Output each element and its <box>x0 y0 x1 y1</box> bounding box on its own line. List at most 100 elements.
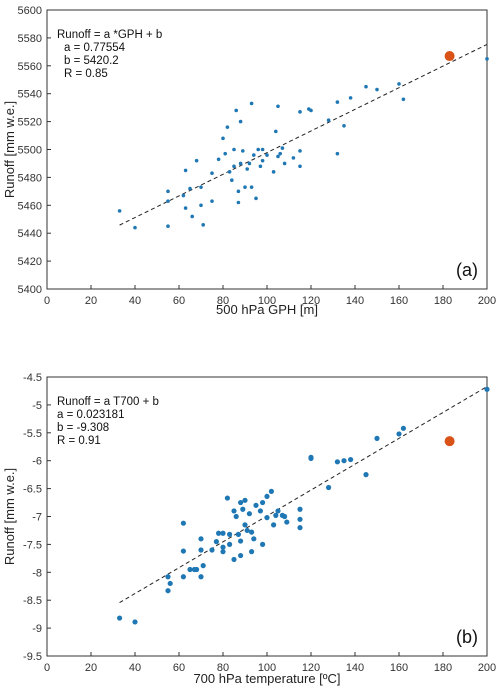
x-tick-label: 160 <box>390 662 408 674</box>
data-point <box>198 536 204 542</box>
data-point <box>165 588 171 594</box>
data-point <box>220 549 226 555</box>
data-point <box>180 520 186 526</box>
x-tick-label: 60 <box>173 295 185 307</box>
data-point <box>282 161 287 166</box>
y-tick-label: -7.5 <box>23 539 42 551</box>
data-point <box>260 541 266 548</box>
data-point <box>276 104 280 109</box>
data-point <box>249 101 254 106</box>
axis-ticks: 0 20 40 60 80 100 120 140 160 180 200 -9.5 -9 -8.5 -8 -… <box>23 372 496 674</box>
y-tick-label: -8.5 <box>23 595 42 607</box>
y-tick-label: 5600 <box>18 5 42 17</box>
data-point <box>271 522 277 528</box>
x-tick-label: 60 <box>173 662 185 674</box>
data-point <box>194 566 200 573</box>
data-point <box>265 153 269 157</box>
data-point <box>335 100 340 104</box>
data-point <box>260 147 265 152</box>
data-point <box>200 563 206 569</box>
data-point <box>165 574 171 580</box>
data-point <box>221 136 225 141</box>
data-point <box>342 123 346 128</box>
data-point <box>231 508 237 514</box>
equation-line-1: Runoff = a T700 + b <box>57 396 159 408</box>
data-point <box>117 209 122 213</box>
y-tick-label: -5.5 <box>23 428 42 440</box>
data-point <box>167 580 173 587</box>
x-tick-label: 100 <box>258 295 276 307</box>
data-point <box>278 151 283 156</box>
data-point <box>264 493 270 500</box>
data-point <box>309 108 313 113</box>
data-point <box>241 149 245 153</box>
data-point <box>252 153 256 157</box>
x-tick-label: 80 <box>217 662 229 674</box>
data-point <box>273 512 279 518</box>
data-point <box>297 506 303 512</box>
data-point <box>274 129 278 134</box>
equation-line-3: b = -9.308 <box>57 422 109 434</box>
data-point <box>220 544 226 550</box>
data-point <box>187 566 193 573</box>
data-point <box>348 96 353 100</box>
y-tick-label: -9.5 <box>23 651 42 663</box>
data-point <box>249 185 254 189</box>
data-point <box>245 167 249 171</box>
data-point <box>117 615 123 621</box>
data-point <box>199 203 203 208</box>
data-point <box>238 552 244 559</box>
data-point <box>232 164 236 169</box>
data-point <box>238 119 243 124</box>
y-tick-label: 5460 <box>18 200 42 212</box>
y-tick-label: 5420 <box>18 256 42 268</box>
y-tick-label: 5520 <box>18 117 42 129</box>
x-tick-label: 40 <box>129 295 141 307</box>
equation-line-1: Runoff = a *GPH + b <box>57 29 162 41</box>
data-point <box>166 224 170 229</box>
regression-line <box>119 386 488 604</box>
highlighted-point <box>444 436 455 447</box>
chart-panel-b: 0 20 40 60 80 100 120 140 160 180 200 -9.5 -9 -8.5 -8 -… <box>2 372 496 686</box>
x-tick-label: 0 <box>44 295 50 307</box>
y-tick-label: -6 <box>32 456 42 468</box>
data-point <box>194 158 199 163</box>
x-tick-label: 160 <box>390 295 408 307</box>
y-tick-label: -5 <box>32 400 42 412</box>
data-point <box>244 527 250 534</box>
x-tick-label: 40 <box>129 662 141 674</box>
data-point <box>254 196 258 201</box>
data-point <box>235 531 241 537</box>
data-point <box>210 199 214 203</box>
y-tick-label: -6.5 <box>23 484 42 496</box>
data-point <box>190 214 194 219</box>
data-point <box>133 225 137 230</box>
y-axis-label: Runoff [mm w.e.] <box>2 468 17 565</box>
x-tick-label: 20 <box>85 295 97 307</box>
y-tick-label: 5500 <box>18 145 42 157</box>
data-point <box>183 168 188 173</box>
data-point <box>374 435 380 441</box>
data-point <box>341 458 347 464</box>
data-point <box>282 513 288 520</box>
y-tick-label: -8 <box>32 567 42 579</box>
data-point <box>181 193 186 198</box>
data-point <box>166 189 170 194</box>
data-point <box>198 574 204 580</box>
data-point <box>132 619 138 625</box>
data-point <box>280 146 285 150</box>
y-tick-label: 5440 <box>18 228 42 240</box>
y-axis-label: Runoff [mm w.e.] <box>2 101 17 198</box>
y-tick-label: 5560 <box>18 61 42 73</box>
data-point <box>396 431 402 437</box>
y-tick-label: -4.5 <box>23 372 42 384</box>
data-point <box>198 547 204 553</box>
x-tick-label: 180 <box>434 662 452 674</box>
data-point <box>180 574 186 580</box>
x-tick-label: 140 <box>346 662 364 674</box>
data-point <box>256 147 261 152</box>
data-point <box>242 522 248 528</box>
data-point <box>258 164 263 169</box>
y-tick-label: 5540 <box>18 89 42 101</box>
data-point <box>199 185 203 189</box>
